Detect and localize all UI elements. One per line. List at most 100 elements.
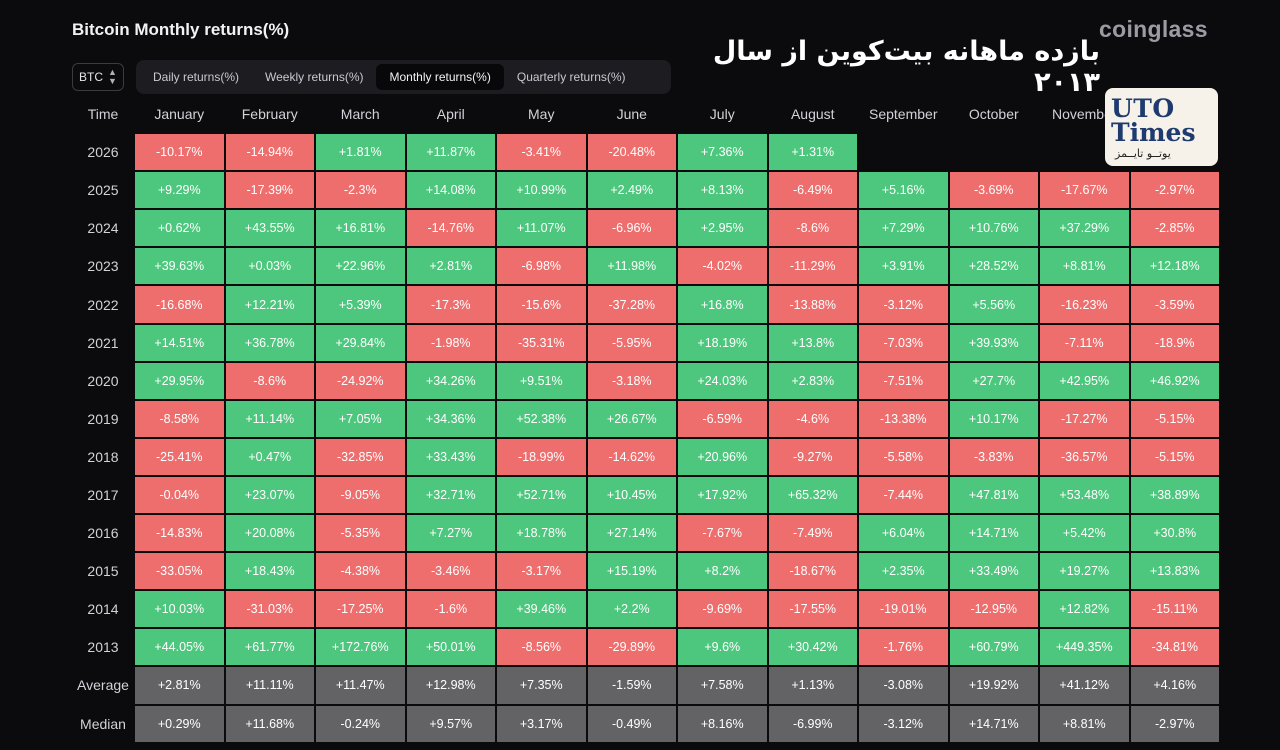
asset-selector[interactable]: BTC ▲ ▼ — [72, 63, 124, 91]
uto-times-logo: UTO Times یوتــو تایــمز — [1105, 88, 1218, 166]
row-label: 2021 — [87, 334, 119, 351]
return-cell: -14.83% — [135, 515, 224, 552]
return-cell: -9.69% — [678, 591, 767, 628]
return-cell: +11.87% — [406, 134, 495, 171]
return-cell: -5.15% — [1130, 400, 1219, 437]
return-cell: -17.3% — [406, 286, 495, 323]
row-label: 2025 — [87, 182, 119, 199]
tab-quarterly-returns[interactable]: Quarterly returns(%) — [516, 70, 626, 84]
return-cell: +11.11% — [225, 667, 314, 704]
return-cell: +172.76% — [316, 629, 405, 666]
return-cell: -7.67% — [678, 515, 767, 552]
return-cell: -33.05% — [135, 553, 224, 590]
return-cell: +3.17% — [497, 705, 586, 742]
empty-cell — [859, 134, 948, 170]
return-cell: -13.38% — [859, 400, 948, 437]
return-cell: +39.46% — [497, 591, 586, 628]
return-cell: +5.39% — [316, 286, 405, 323]
return-cell: -3.69% — [949, 172, 1038, 209]
return-cell: -5.58% — [859, 438, 948, 475]
return-cell: -18.67% — [768, 553, 857, 590]
column-header-month: September — [869, 106, 938, 123]
return-cell: +9.57% — [406, 705, 495, 742]
return-cell: -11.29% — [768, 248, 857, 285]
row-label: 2024 — [87, 220, 119, 237]
return-cell: +27.7% — [949, 362, 1038, 399]
return-cell: +7.36% — [678, 134, 767, 171]
return-cell: -17.55% — [768, 591, 857, 628]
row-label: 2015 — [87, 563, 119, 580]
row-label: 2013 — [87, 639, 119, 656]
row-label: 2014 — [87, 601, 119, 618]
return-cell: -20.48% — [587, 134, 676, 171]
return-cell: +12.82% — [1040, 591, 1129, 628]
return-cell: +10.03% — [135, 591, 224, 628]
return-cell: +2.2% — [587, 591, 676, 628]
column-header-month: October — [968, 106, 1019, 123]
return-cell: +10.99% — [497, 172, 586, 209]
return-cell: -6.49% — [768, 172, 857, 209]
return-cell: -29.89% — [587, 629, 676, 666]
return-cell: +18.43% — [225, 553, 314, 590]
return-cell: +34.26% — [406, 362, 495, 399]
column-header-month: November — [1051, 106, 1117, 123]
return-cell: +41.12% — [1040, 667, 1129, 704]
return-cell: +14.71% — [949, 515, 1038, 552]
column-header-month: June — [616, 106, 647, 123]
return-cell: -6.96% — [587, 210, 676, 247]
return-cell: +2.83% — [768, 362, 857, 399]
return-cell: +29.95% — [135, 362, 224, 399]
return-cell: -18.99% — [497, 438, 586, 475]
return-cell: +449.35% — [1040, 629, 1129, 666]
return-cell: +16.8% — [678, 286, 767, 323]
return-cell: -15.6% — [497, 286, 586, 323]
return-cell: +7.27% — [406, 515, 495, 552]
return-cell: -37.28% — [587, 286, 676, 323]
return-cell: +8.81% — [1040, 705, 1129, 742]
return-cell: +2.35% — [859, 553, 948, 590]
return-cell: -0.24% — [316, 705, 405, 742]
return-cell: +2.81% — [406, 248, 495, 285]
tab-daily-returns[interactable]: Daily returns(%) — [153, 70, 240, 84]
tab-monthly-returns[interactable]: Monthly returns(%) — [376, 64, 504, 90]
return-cell: +1.31% — [768, 134, 857, 171]
returns-period-tabs: Daily returns(%) Weekly returns(%) Month… — [136, 60, 671, 94]
tab-weekly-returns[interactable]: Weekly returns(%) — [265, 70, 364, 84]
return-cell: -14.94% — [225, 134, 314, 171]
return-cell: +14.71% — [949, 705, 1038, 742]
return-cell: +23.07% — [225, 476, 314, 514]
row-label: Median — [80, 715, 126, 732]
return-cell: -8.6% — [225, 362, 314, 399]
return-cell: -3.12% — [859, 286, 948, 323]
return-cell: +30.8% — [1130, 515, 1219, 552]
return-cell: +2.81% — [135, 667, 224, 704]
return-cell: -15.11% — [1130, 591, 1219, 628]
row-label: 2016 — [87, 525, 119, 542]
return-cell: +0.47% — [225, 438, 314, 475]
return-cell: -7.03% — [859, 324, 948, 361]
return-cell: +11.47% — [316, 667, 405, 704]
return-cell: +37.29% — [1040, 210, 1129, 247]
return-cell: +1.81% — [316, 134, 405, 171]
column-header-month: July — [709, 106, 735, 123]
return-cell: +24.03% — [678, 362, 767, 399]
return-cell: -1.76% — [859, 629, 948, 666]
return-cell: +32.71% — [406, 476, 495, 514]
return-cell: +61.77% — [225, 629, 314, 666]
return-cell: -4.38% — [316, 553, 405, 590]
return-cell: -16.68% — [135, 286, 224, 323]
return-cell: +38.89% — [1130, 476, 1219, 514]
return-cell: -14.62% — [587, 438, 676, 475]
return-cell: -3.17% — [497, 553, 586, 590]
column-header-month: May — [528, 106, 555, 123]
return-cell: -9.05% — [316, 476, 405, 514]
return-cell: +30.42% — [768, 629, 857, 666]
return-cell: +36.78% — [225, 324, 314, 361]
return-cell: -17.39% — [225, 172, 314, 209]
return-cell: -1.59% — [587, 667, 676, 704]
return-cell: -3.08% — [859, 667, 948, 704]
return-cell: -14.76% — [406, 210, 495, 247]
return-cell: -3.41% — [497, 134, 586, 171]
return-cell: -2.3% — [316, 172, 405, 209]
column-header-month: January — [154, 106, 205, 123]
